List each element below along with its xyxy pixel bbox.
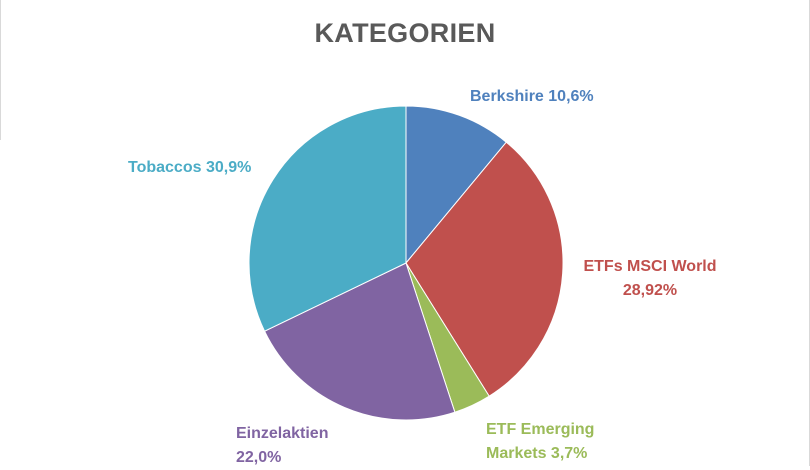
label-berkshire: Berkshire 10,6% [470, 85, 594, 109]
pie-slice-berkshire [405, 105, 507, 265]
pie-slice-tobaccos [248, 105, 407, 332]
label-etf-emerging-name: ETF Emerging [486, 421, 595, 438]
label-einzelaktien-value: 22,0% [236, 449, 282, 466]
label-etfs-msci-world-value: 28,92% [622, 282, 678, 299]
chart-title: KATEGORIEN [314, 18, 496, 48]
pie-slice-etfs-msci-world [405, 141, 564, 397]
pie-slice-einzelaktien [263, 262, 456, 421]
label-einzelaktien-name: Einzelaktien [236, 425, 329, 442]
label-berkshire-text: Berkshire 10,6% [470, 88, 594, 105]
label-tobaccos-text: Tobaccos 30,9% [128, 159, 252, 176]
chart-border-left [0, 0, 1, 140]
label-etfs-msci-world-name: ETFs MSCI World [583, 258, 717, 275]
label-etf-emerging-markets: ETF Emerging Markets 3,7% [486, 418, 594, 466]
label-etf-emerging-value: Markets 3,7% [486, 445, 588, 462]
label-tobaccos: Tobaccos 30,9% [128, 156, 251, 180]
label-etfs-msci-world: ETFs MSCI World 28,92% [580, 255, 720, 303]
label-einzelaktien: Einzelaktien 22,0% [236, 422, 328, 470]
